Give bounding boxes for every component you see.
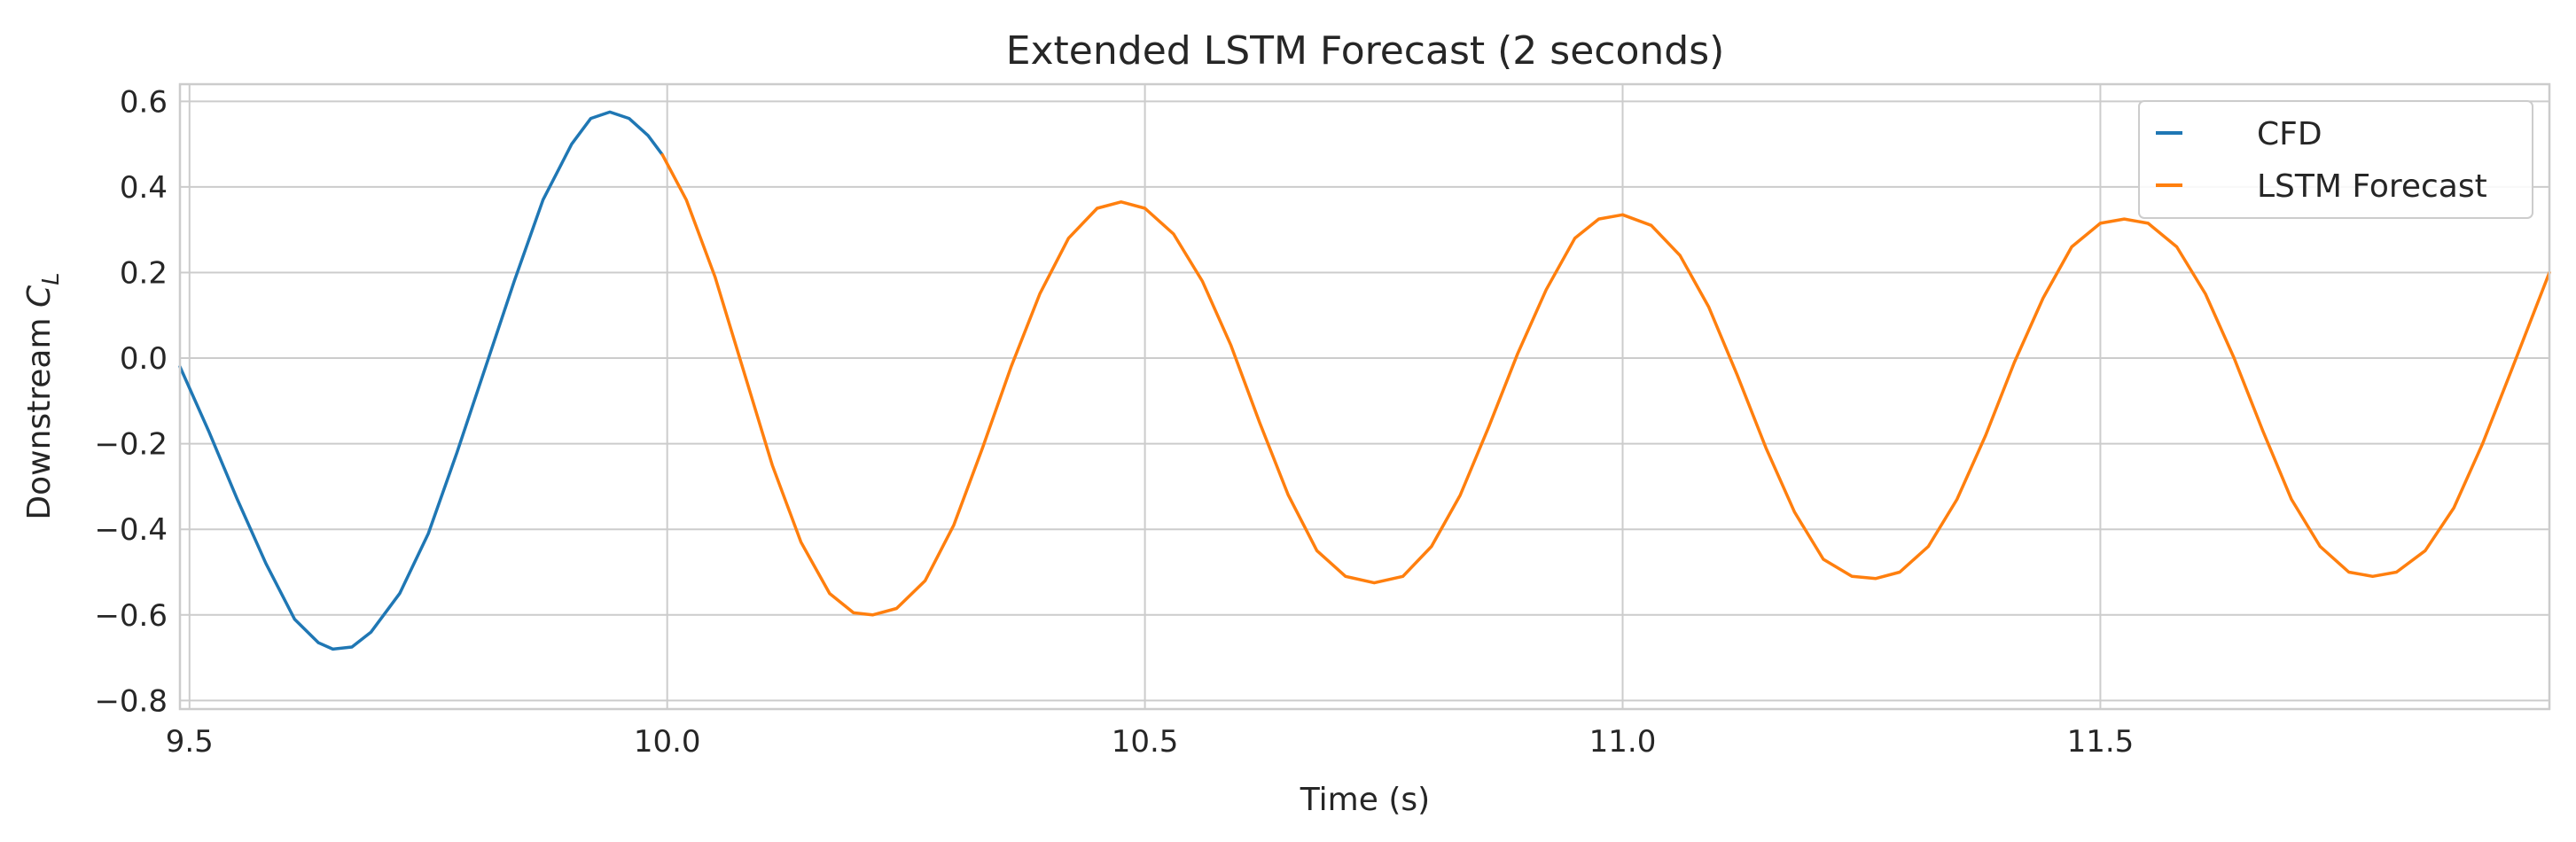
series-line-lstm-forecast bbox=[660, 152, 2551, 617]
y-tick-labels: 0.6 0.4 0.2 0.0 −0.2 −0.4 −0.6 −0.8 bbox=[94, 84, 168, 719]
legend-box bbox=[2138, 100, 2533, 219]
x-tick-label-11-0: 11.0 bbox=[1589, 724, 1657, 760]
y-axis-label: Downstream CL bbox=[21, 272, 65, 519]
y-tick-label-0-4: −0.4 bbox=[94, 512, 168, 548]
x-tick-labels: 9.5 10.0 10.5 11.0 11.5 bbox=[166, 724, 2135, 760]
series-line-cfd bbox=[178, 110, 665, 651]
y-tick-label-0-6: −0.6 bbox=[94, 598, 168, 634]
legend-label-cfd: CFD bbox=[2257, 116, 2322, 152]
y-tick-label-0-6: 0.6 bbox=[120, 84, 168, 120]
series-layer bbox=[178, 110, 2551, 651]
x-grid bbox=[188, 84, 2102, 709]
x-tick-label-9-5: 9.5 bbox=[166, 724, 214, 760]
y-tick-label-0-2: −0.2 bbox=[94, 427, 168, 463]
y-axis-label-main: Downstream bbox=[21, 308, 58, 520]
x-tick-label-10-0: 10.0 bbox=[634, 724, 701, 760]
x-tick-label-10-5: 10.5 bbox=[1112, 724, 1179, 760]
y-tick-label-0-8: −0.8 bbox=[94, 683, 168, 719]
y-tick-label-0-4: 0.4 bbox=[120, 170, 168, 206]
y-axis-label-subscript: L bbox=[38, 272, 65, 285]
legend: CFD LSTM Forecast bbox=[2138, 100, 2533, 219]
y-axis-label-symbol: C bbox=[21, 285, 58, 308]
x-tick-label-11-5: 11.5 bbox=[2067, 724, 2135, 760]
y-grid bbox=[180, 100, 2549, 702]
y-tick-label-0-0: 0.0 bbox=[120, 341, 168, 377]
chart-title: Extended LSTM Forecast (2 seconds) bbox=[1006, 28, 1725, 74]
plot-frame bbox=[178, 82, 2551, 711]
x-axis-label: Time (s) bbox=[1300, 782, 1430, 818]
legend-label-lstm-forecast: LSTM Forecast bbox=[2257, 168, 2487, 205]
y-tick-label-0-2: 0.2 bbox=[120, 255, 168, 291]
